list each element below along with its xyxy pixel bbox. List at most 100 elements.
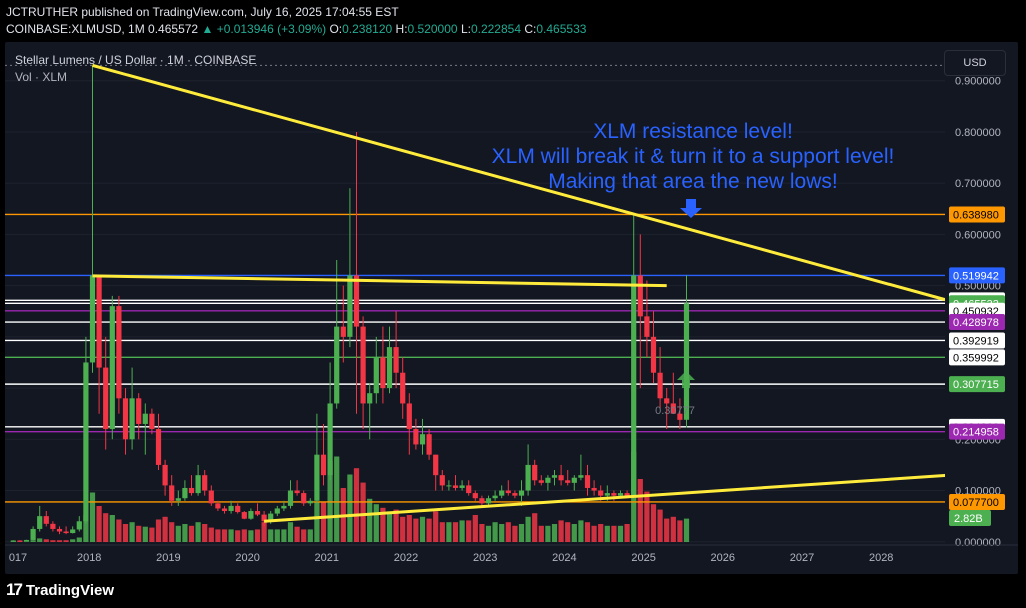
candle-body	[426, 434, 432, 455]
volume-bar	[63, 540, 69, 542]
volume-bar	[76, 537, 82, 542]
volume-bar	[294, 526, 300, 542]
volume-bar	[50, 540, 56, 542]
volume-bar	[459, 520, 465, 542]
volume-bar	[591, 525, 597, 542]
volume-bar	[611, 525, 617, 542]
volume-bar	[571, 524, 577, 542]
candle-body	[228, 505, 234, 512]
volume-bar	[37, 538, 43, 542]
candle-body	[43, 516, 49, 524]
candle-body	[492, 495, 498, 499]
volume-bar	[413, 518, 419, 542]
candle-body	[433, 454, 439, 476]
candle-body	[538, 480, 544, 483]
candle-body	[637, 275, 643, 317]
volume-bar	[195, 522, 201, 542]
candle-body	[221, 508, 228, 512]
volume-bar	[479, 524, 485, 542]
candle-body	[89, 275, 96, 363]
x-tick-label: 2020	[235, 552, 259, 564]
volume-bar	[545, 525, 551, 542]
volume-bar	[644, 491, 650, 542]
volume-bar	[314, 502, 320, 542]
volume-bar	[439, 522, 445, 542]
candle-body	[37, 516, 43, 529]
volume-bar	[538, 525, 544, 542]
candle-body	[367, 393, 373, 404]
trendline	[92, 274, 667, 288]
candle-body	[512, 493, 518, 496]
ohlc-row: COINBASE:XLMUSD, 1M 0.465572 ▲ +0.013946…	[6, 22, 586, 36]
candle-body	[452, 485, 459, 488]
volume-label-text: 2.82B	[954, 513, 983, 525]
candle-body	[182, 487, 188, 499]
volume-bar	[334, 456, 340, 542]
x-tick-label: 2028	[869, 552, 893, 564]
volume-bar	[650, 504, 657, 542]
candle-body	[103, 367, 109, 430]
volume-bar	[261, 522, 267, 542]
volume-bar	[551, 524, 558, 542]
candle-body	[188, 487, 195, 494]
candle-body	[499, 490, 505, 496]
candle-body	[472, 493, 478, 499]
chart-panel[interactable]: XLM resistance level! XLM will break it &…	[5, 42, 1018, 574]
currency-button[interactable]: USD	[944, 50, 1006, 76]
candle-body	[518, 490, 525, 496]
volume-bar	[347, 474, 353, 542]
candle-body	[677, 413, 683, 420]
tradingview-logo-icon: 17	[6, 580, 23, 599]
volume-bar	[485, 525, 492, 542]
volume-bar	[670, 516, 676, 542]
candle-body	[505, 490, 511, 494]
down-arrow-icon	[680, 199, 702, 218]
volume-bar	[10, 541, 16, 542]
candle-body	[334, 326, 340, 404]
candle-body	[241, 512, 247, 519]
volume-bar	[17, 541, 23, 542]
trendline	[92, 63, 951, 303]
candle-body	[400, 372, 406, 404]
candle-body	[591, 487, 597, 491]
price-label-bg	[949, 493, 1005, 510]
price-label-bg	[949, 206, 1005, 223]
volume-bar	[657, 509, 663, 542]
candle-body	[70, 529, 76, 534]
annotation-text: XLM will break it & turn it to a support…	[492, 145, 895, 168]
candle-body	[664, 398, 670, 404]
volume-legend: Vol · XLM	[15, 70, 68, 84]
volume-bar	[23, 541, 30, 542]
x-tick-label: 2027	[790, 552, 814, 564]
x-tick-label: 017	[9, 552, 27, 564]
volume-bar	[175, 525, 181, 542]
candle-body	[617, 493, 624, 496]
candle-body	[683, 303, 690, 420]
annotation-text: Making that area the new lows!	[548, 170, 838, 193]
price-label-text: 0.519942	[953, 270, 999, 282]
y-tick-label: 0.000000	[955, 537, 1001, 549]
candle-body	[320, 454, 327, 476]
x-tick-label: 2023	[473, 552, 497, 564]
candle-body	[281, 505, 287, 509]
close-label: C:	[524, 22, 537, 36]
volume-bar	[677, 520, 683, 542]
candle-body	[386, 347, 393, 389]
candle-body	[287, 490, 294, 506]
candle-body	[175, 498, 181, 501]
volume-bar	[109, 515, 115, 542]
annotation-text: XLM resistance level!	[593, 120, 793, 143]
price-label-text: 0.392919	[953, 335, 999, 347]
volume-bar	[274, 529, 280, 542]
symbol-name[interactable]: COINBASE:XLMUSD, 1M	[6, 22, 145, 36]
candle-body	[657, 372, 663, 399]
volume-bar	[215, 529, 221, 542]
price-chart[interactable]: XLM resistance level!XLM will break it &…	[5, 42, 1018, 574]
volume-bar	[617, 525, 624, 542]
candle-body	[314, 454, 320, 501]
candle-body	[30, 528, 36, 540]
y-tick-label: 0.500000	[955, 281, 1001, 293]
volume-bar	[221, 529, 228, 542]
y-tick-label: 0.600000	[955, 229, 1001, 241]
close-value: 0.465533	[536, 22, 587, 36]
